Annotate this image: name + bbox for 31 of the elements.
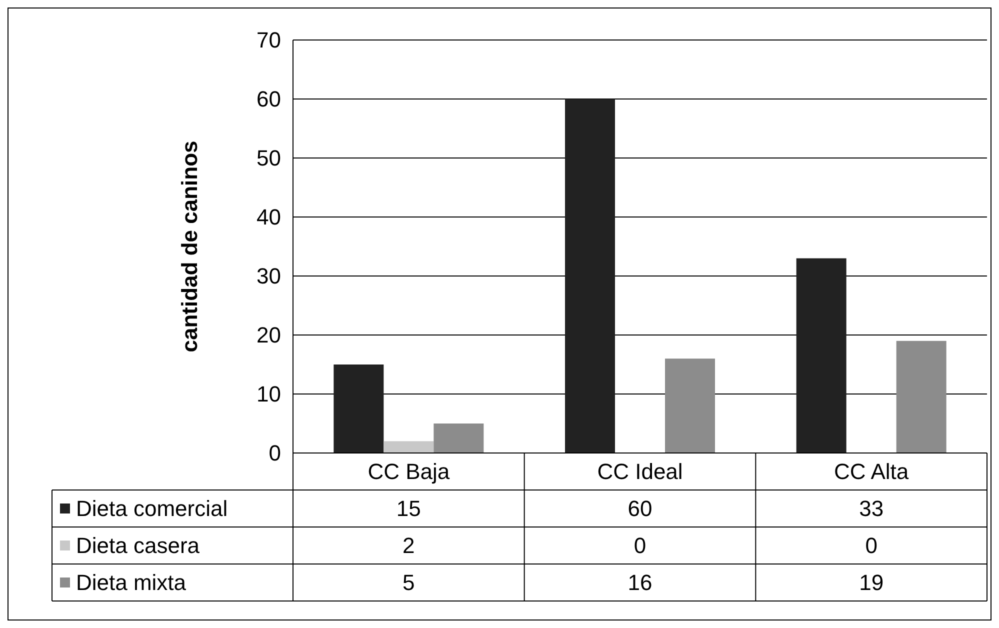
data-label: 2 xyxy=(402,533,415,558)
data-label: 33 xyxy=(859,496,884,522)
legend-label: Dieta comercial xyxy=(76,496,228,522)
bar xyxy=(665,358,715,453)
bar xyxy=(796,258,846,453)
y-tick-label: 30 xyxy=(256,264,281,289)
y-tick-label: 0 xyxy=(268,440,281,466)
bar xyxy=(896,340,946,453)
y-tick-label: 40 xyxy=(256,204,281,230)
x-tick-label: CC Alta xyxy=(834,459,910,484)
data-label: 15 xyxy=(396,496,421,522)
data-label: 0 xyxy=(634,533,646,558)
legend-label: Dieta casera xyxy=(76,533,200,558)
bar xyxy=(565,99,615,453)
y-tick-label: 60 xyxy=(256,86,281,112)
data-label: 60 xyxy=(628,496,652,522)
bar xyxy=(434,424,484,453)
data-label: 0 xyxy=(865,533,878,558)
y-tick-label: 70 xyxy=(256,28,281,53)
data-label: 16 xyxy=(628,570,652,596)
legend-label: Dieta mixta xyxy=(76,570,187,596)
y-tick-label: 10 xyxy=(256,382,281,407)
bar xyxy=(384,441,434,453)
y-tick-label: 50 xyxy=(256,146,281,171)
y-tick-label: 20 xyxy=(256,322,281,348)
bar xyxy=(334,364,384,453)
data-label: 5 xyxy=(402,570,415,596)
y-axis-title: cantidad de caninos xyxy=(177,140,202,352)
x-tick-label: CC Ideal xyxy=(597,459,683,484)
x-tick-label: CC Baja xyxy=(368,459,450,484)
data-label: 19 xyxy=(859,570,884,596)
